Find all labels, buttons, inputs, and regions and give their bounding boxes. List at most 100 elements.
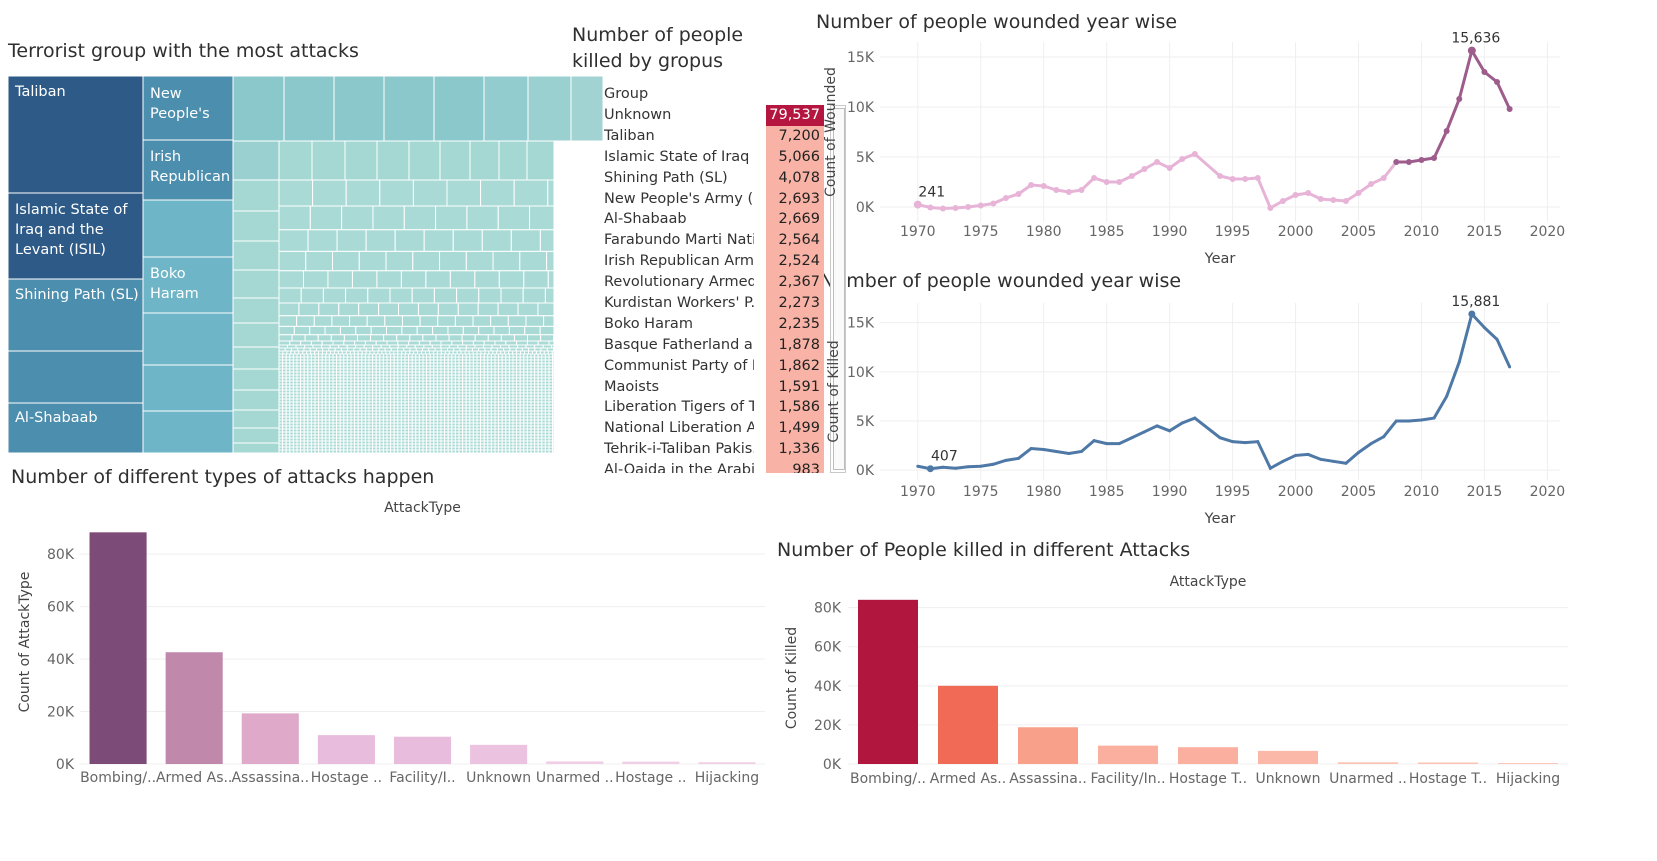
data-point[interactable]	[1342, 198, 1349, 204]
bar[interactable]	[1418, 762, 1478, 764]
data-point[interactable]	[1443, 128, 1450, 134]
data-point[interactable]	[1380, 175, 1387, 181]
data-point[interactable]	[1042, 448, 1046, 452]
data-point[interactable]	[1432, 416, 1436, 420]
data-point[interactable]	[1481, 69, 1488, 75]
data-point[interactable]	[1279, 198, 1286, 204]
data-point[interactable]	[954, 466, 958, 470]
data-point[interactable]	[1482, 326, 1486, 330]
data-point[interactable]	[1168, 429, 1172, 433]
annotated-point[interactable]	[926, 465, 934, 473]
data-point[interactable]	[1405, 159, 1412, 165]
data-point[interactable]	[1015, 191, 1022, 197]
data-point[interactable]	[1357, 450, 1361, 454]
data-point[interactable]	[1393, 159, 1400, 165]
data-point[interactable]	[1029, 447, 1033, 451]
data-point[interactable]	[1242, 176, 1249, 182]
data-point[interactable]	[1142, 430, 1146, 434]
data-point[interactable]	[1141, 166, 1148, 172]
data-point[interactable]	[1105, 442, 1109, 446]
data-point[interactable]	[1457, 360, 1461, 364]
bar[interactable]	[393, 736, 452, 764]
data-point[interactable]	[1495, 337, 1499, 341]
data-point[interactable]	[1317, 196, 1324, 202]
data-point[interactable]	[991, 462, 995, 466]
data-point[interactable]	[1117, 442, 1121, 446]
data-point[interactable]	[927, 204, 934, 211]
data-point[interactable]	[1091, 175, 1098, 181]
data-point[interactable]	[1053, 187, 1060, 193]
data-point[interactable]	[1256, 440, 1260, 444]
data-point[interactable]	[1116, 179, 1123, 185]
data-point[interactable]	[1004, 458, 1008, 462]
bar[interactable]	[698, 762, 756, 764]
data-point[interactable]	[1445, 394, 1449, 398]
data-point[interactable]	[1281, 459, 1285, 463]
data-point[interactable]	[1193, 416, 1197, 420]
annotated-point[interactable]	[1467, 46, 1476, 55]
data-point[interactable]	[1078, 187, 1085, 193]
data-point[interactable]	[939, 205, 946, 212]
data-point[interactable]	[1179, 156, 1186, 162]
data-point[interactable]	[1306, 452, 1310, 456]
data-point[interactable]	[1319, 457, 1323, 461]
data-point[interactable]	[1130, 436, 1134, 440]
data-point[interactable]	[1294, 453, 1298, 457]
data-point[interactable]	[1065, 189, 1072, 195]
data-point[interactable]	[1217, 173, 1223, 179]
data-point[interactable]	[1268, 466, 1272, 470]
data-point[interactable]	[1394, 419, 1398, 423]
data-point[interactable]	[1079, 449, 1083, 453]
data-point[interactable]	[1331, 459, 1335, 463]
data-point[interactable]	[1218, 436, 1222, 440]
data-point[interactable]	[952, 205, 959, 211]
data-point[interactable]	[1267, 205, 1274, 211]
data-point[interactable]	[1166, 165, 1173, 171]
data-point[interactable]	[1494, 79, 1501, 85]
data-point[interactable]	[1017, 456, 1021, 460]
bar[interactable]	[546, 761, 604, 764]
data-point[interactable]	[1254, 175, 1261, 181]
data-point[interactable]	[1229, 176, 1236, 182]
bar[interactable]	[165, 652, 223, 764]
data-point[interactable]	[1231, 440, 1235, 444]
data-point[interactable]	[1305, 190, 1312, 196]
annotated-point[interactable]	[913, 200, 922, 209]
data-point[interactable]	[1243, 441, 1247, 445]
data-point[interactable]	[1002, 195, 1009, 201]
bar[interactable]	[1338, 762, 1398, 764]
data-point[interactable]	[965, 204, 972, 210]
data-point[interactable]	[990, 200, 997, 207]
bar[interactable]	[622, 761, 680, 764]
data-point[interactable]	[1506, 106, 1513, 112]
bar[interactable]	[938, 685, 998, 764]
data-point[interactable]	[979, 464, 983, 468]
data-point[interactable]	[1382, 435, 1386, 439]
data-point[interactable]	[1191, 151, 1198, 157]
data-point[interactable]	[1431, 155, 1438, 161]
data-point[interactable]	[1292, 192, 1299, 198]
data-point[interactable]	[916, 464, 920, 468]
data-point[interactable]	[1092, 439, 1096, 443]
data-point[interactable]	[966, 465, 970, 469]
data-point[interactable]	[1344, 461, 1348, 465]
data-point[interactable]	[1154, 159, 1161, 165]
bar[interactable]	[1098, 745, 1158, 764]
bar[interactable]	[1498, 763, 1558, 764]
data-point[interactable]	[1180, 421, 1184, 425]
data-point[interactable]	[941, 465, 945, 469]
data-point[interactable]	[1407, 419, 1411, 423]
data-point[interactable]	[1067, 451, 1071, 455]
data-point[interactable]	[1040, 183, 1047, 189]
data-point[interactable]	[977, 202, 984, 209]
data-point[interactable]	[1355, 190, 1362, 196]
annotated-point[interactable]	[1468, 310, 1476, 318]
data-point[interactable]	[1330, 197, 1337, 203]
data-point[interactable]	[1508, 365, 1512, 369]
bar[interactable]	[317, 735, 375, 764]
data-point[interactable]	[1368, 181, 1375, 187]
bar[interactable]	[241, 713, 299, 764]
bar[interactable]	[1018, 727, 1078, 764]
bar[interactable]	[89, 532, 147, 764]
data-point[interactable]	[1155, 424, 1159, 428]
